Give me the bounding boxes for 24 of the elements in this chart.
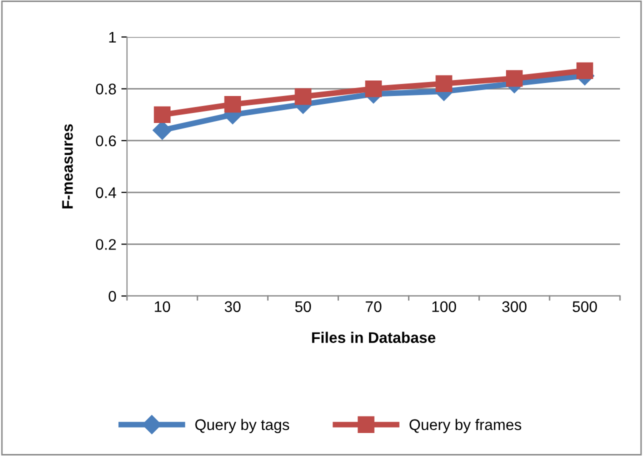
x-tick-label: 100	[432, 301, 456, 312]
legend-label: Query by frames	[410, 418, 522, 434]
x-tick-label: 70	[366, 301, 382, 312]
x-tick-label: 30	[224, 301, 241, 312]
y-axis-title: F-measures	[62, 124, 73, 208]
x-axis-title: Files in Database	[312, 332, 436, 343]
x-tick-label: 10	[154, 301, 170, 312]
y-tick-label: 0.4	[96, 187, 116, 198]
x-tick-label: 500	[572, 301, 597, 312]
y-tick-label: 0.2	[96, 239, 116, 250]
point	[294, 88, 312, 105]
point	[436, 75, 452, 92]
point	[506, 70, 523, 87]
point	[224, 96, 241, 113]
legend-label: Query by tags	[195, 418, 290, 434]
x-tick-label: 50	[295, 301, 311, 312]
point	[365, 80, 382, 98]
y-tick-label: 0.8	[96, 84, 116, 94]
x-tick-label: 300	[502, 301, 527, 312]
y-tick-label: 0.6	[96, 135, 116, 146]
point	[576, 62, 594, 80]
point	[154, 106, 171, 124]
y-tick-label: 0	[108, 290, 116, 302]
y-tick-label: 1	[109, 32, 116, 43]
